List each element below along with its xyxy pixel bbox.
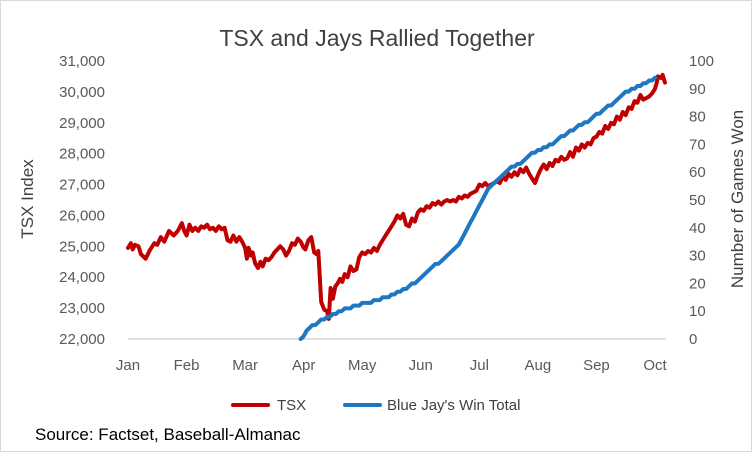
x-tick-label: Oct [643, 357, 667, 374]
y2-tick-label: 90 [689, 81, 706, 98]
x-tick-label: Jul [470, 357, 489, 374]
x-tick-label: May [348, 357, 377, 374]
x-tick-label: Aug [525, 357, 552, 374]
y2-tick-label: 40 [689, 220, 706, 237]
chart-title: TSX and Jays Rallied Together [219, 25, 535, 51]
y2-tick-label: 100 [689, 53, 714, 70]
legend-label: Blue Jay's Win Total [387, 397, 520, 414]
y-tick-label: 24,000 [59, 269, 105, 286]
series-layer [126, 72, 667, 341]
y-tick-label: 25,000 [59, 238, 105, 255]
y-tick-label: 29,000 [59, 115, 105, 132]
y2-axis-ticks: 0 10 20 30 40 50 60 70 80 90 100 [689, 53, 714, 348]
y-tick-label: 23,000 [59, 300, 105, 317]
x-tick-label: Apr [292, 357, 315, 374]
x-tick-label: Jan [116, 357, 140, 374]
y-tick-label: 30,000 [59, 84, 105, 101]
x-tick-label: Mar [232, 357, 258, 374]
y2-tick-label: 30 [689, 248, 706, 265]
win-total-series-line [298, 75, 657, 341]
y2-tick-label: 60 [689, 164, 706, 181]
x-axis-ticks: Jan Feb Mar Apr May Jun Jul Aug Sep Oct [116, 357, 668, 374]
y-tick-label: 22,000 [59, 331, 105, 348]
y-axis-ticks: 22,000 23,000 24,000 25,000 26,000 27,000 28,0… [59, 53, 105, 348]
y-axis-title: TSX Index [18, 159, 37, 239]
x-tick-label: Sep [583, 357, 610, 374]
source-note: Source: Factset, Baseball-Almanac [35, 425, 301, 444]
x-tick-label: Feb [174, 357, 200, 374]
y2-tick-label: 50 [689, 192, 706, 209]
y-tick-label: 28,000 [59, 146, 105, 163]
y2-tick-label: 20 [689, 275, 706, 292]
y2-axis-title: Number of Games Won [728, 110, 747, 288]
y-tick-label: 27,000 [59, 177, 105, 194]
legend: TSX Blue Jay's Win Total [231, 397, 520, 414]
y-tick-label: 31,000 [59, 53, 105, 70]
y-tick-label: 26,000 [59, 207, 105, 224]
y2-tick-label: 10 [689, 303, 706, 320]
tsx-series-line [126, 72, 667, 321]
legend-label: TSX [277, 397, 306, 414]
y2-tick-label: 70 [689, 136, 706, 153]
y2-tick-label: 80 [689, 109, 706, 126]
x-tick-label: Jun [409, 357, 433, 374]
y2-tick-label: 0 [689, 331, 697, 348]
